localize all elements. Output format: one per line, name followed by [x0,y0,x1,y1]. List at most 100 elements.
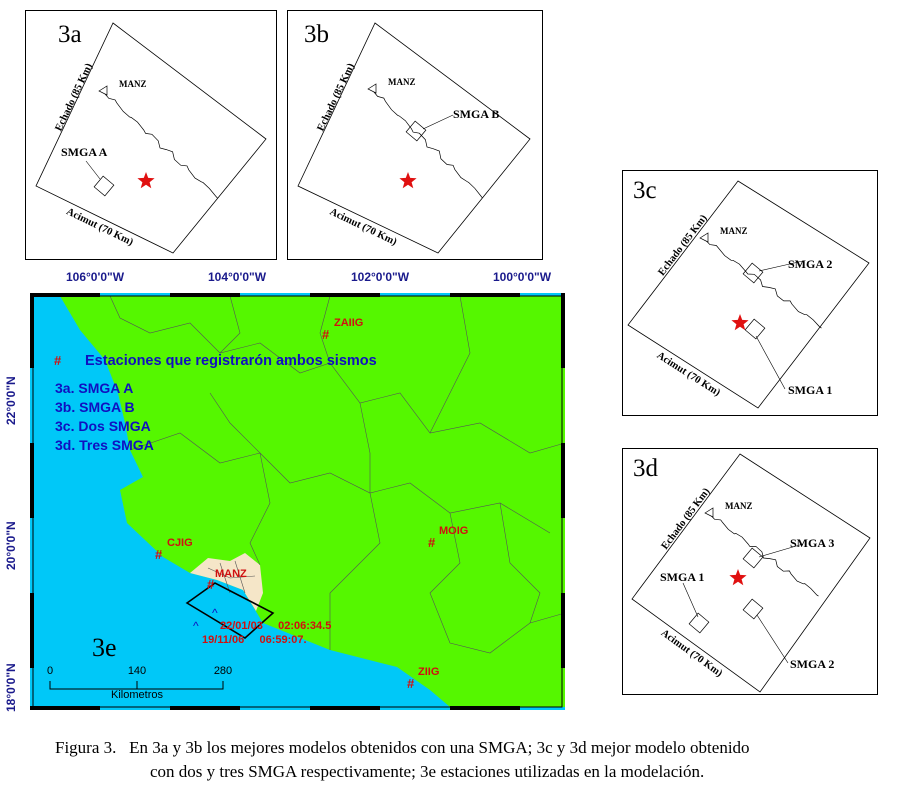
frame-segment [450,293,520,297]
fault-plane-outline [627,180,870,409]
lat-tick-label: 22°0'0"N [4,376,18,425]
epicenter-marker: ^ [212,606,218,620]
legend-case: 3a. SMGA A [55,380,133,396]
scale-bar: 0 140 280 Kilometros [47,665,232,701]
station-label-manz: MANZ [720,226,748,236]
smga-patch [688,612,710,634]
fault-plane-3b: MANZ Echado (85 Km) Acimut (70 Km) SMGA B [297,22,531,254]
fault-plane-3c: MANZ Echado (85 Km) Acimut (70 Km) SMGA 2 SM… [627,180,870,409]
legend-case: 3d. Tres SMGA [55,437,154,453]
echado-axis-label: Echado (85 Km) [54,61,96,133]
panel-label: 3d [633,455,658,482]
fault-plane-outline [297,22,531,254]
scale-bar-line [49,681,224,690]
station-marker: # [322,327,330,342]
frame-segment [310,293,380,297]
acimut-axis-label: Acimut (70 Km) [328,207,399,249]
lon-tick-label: 100°0'0"W [492,270,552,284]
station-arrow-icon [367,83,377,94]
legend-text: Estaciones que registrarón ambos sismos [85,353,377,369]
smga-label: SMGA 1 [660,570,704,584]
smga-label: SMGA A [61,145,108,159]
fault-plane-outline [35,22,267,254]
smga-label: SMGA B [453,107,499,121]
smga-label: SMGA 2 [788,257,832,271]
trench-trace [703,237,822,329]
station-marker: # [428,535,436,550]
hypocenter-star-icon [731,314,749,331]
panel-3d: MANZ Echado (85 Km) Acimut (70 Km) SMGA 3 SM… [622,448,878,695]
fault-plane-3a: MANZ Echado (85 Km) Acimut (70 Km) SMGA A [35,22,267,254]
fault-plane-outline [631,453,871,693]
station-label-cjig: CJIG [167,537,193,549]
frame-segment [170,706,240,710]
station-label-manz: MANZ [215,568,247,580]
state-borders [109,295,565,654]
panel-3c: MANZ Echado (85 Km) Acimut (70 Km) SMGA 2 SM… [622,170,878,416]
event-date-2006: 19/11/06 06:59:07. [202,634,307,646]
lon-tick-label: 106°0'0"W [65,270,125,284]
smga-label: SMGA 1 [788,383,832,397]
station-label-zaiig: ZAIIG [334,317,363,329]
smga-patch [744,318,766,340]
station-marker: # [207,577,215,592]
lon-tick-label: 104°0'0"W [207,270,267,284]
lat-tick-label: 20°0'0"N [4,521,18,570]
smga-label: SMGA 3 [790,536,834,550]
legend-station-symbol: # [54,353,62,368]
trench-trace [102,90,218,199]
smga-patch [405,120,427,142]
station-marker: # [407,676,415,691]
station-label-manz: MANZ [725,501,753,511]
station-label-manz: MANZ [388,77,416,87]
hypocenter-star-icon [399,172,417,189]
panel-3b: MANZ Echado (85 Km) Acimut (70 Km) SMGA B 3… [287,10,543,260]
frame-segment [30,293,100,297]
panel-label: 3c [633,177,657,204]
frame-segment [561,443,565,518]
station-arrow-icon [704,507,714,518]
rupture-area-rectangle [185,582,275,639]
frame-segment [30,293,34,368]
trench-trace [708,512,819,597]
frame-segment [170,293,240,297]
smga-patch [742,598,764,620]
land [60,296,565,707]
echado-axis-label: Echado (85 Km) [316,61,358,133]
lat-tick-label: 18°0'0"N [4,663,18,712]
acimut-axis-label: Acimut (70 Km) [655,350,723,399]
smga-leader-line [758,543,804,558]
lon-tick-label: 102°0'0"W [350,270,410,284]
station-marker: # [155,547,163,562]
fault-plane-3d: MANZ Echado (85 Km) Acimut (70 Km) SMGA 3 SM… [631,453,871,693]
figure-caption-line1: Figura 3. En 3a y 3b los mejores modelos… [55,738,750,757]
smga-patch [742,547,764,569]
panel-3a: MANZ Echado (85 Km) Acimut (70 Km) SMGA A 3… [25,10,277,260]
scale-unit: Kilometros [111,689,163,701]
frame-segment [30,443,34,518]
map-3e: ^ ^ # Estaciones que registrarón ambos s… [30,293,565,710]
frame-segment [30,593,34,668]
smga-patch [93,175,115,197]
smga-label: SMGA 2 [790,657,834,671]
scale-tick-label: 140 [128,665,146,677]
legend-case: 3c. Dos SMGA [55,418,151,434]
frame-segment [30,706,100,710]
scale-tick-label: 280 [214,665,232,677]
smga-leader-line [682,582,699,618]
hypocenter-star-icon [729,569,747,586]
station-arrow-icon [98,85,108,96]
acimut-axis-label: Acimut (70 Km) [659,628,725,680]
smga-leader-line [422,114,454,130]
panel-label: 3b [304,21,329,48]
acimut-axis-label: Acimut (70 Km) [64,206,135,248]
smga-leader-line [755,335,786,390]
smga-patch [742,262,764,284]
smga-leader-line [756,614,789,664]
figure-caption-line2: con dos y tres SMGA respectivamente; 3e … [150,762,705,781]
station-label-manz: MANZ [119,79,147,89]
frame-segment [310,706,380,710]
hypocenter-star-icon [137,172,155,189]
station-label-ziig: ZIIG [418,666,439,678]
epicenter-marker: ^ [193,619,199,633]
